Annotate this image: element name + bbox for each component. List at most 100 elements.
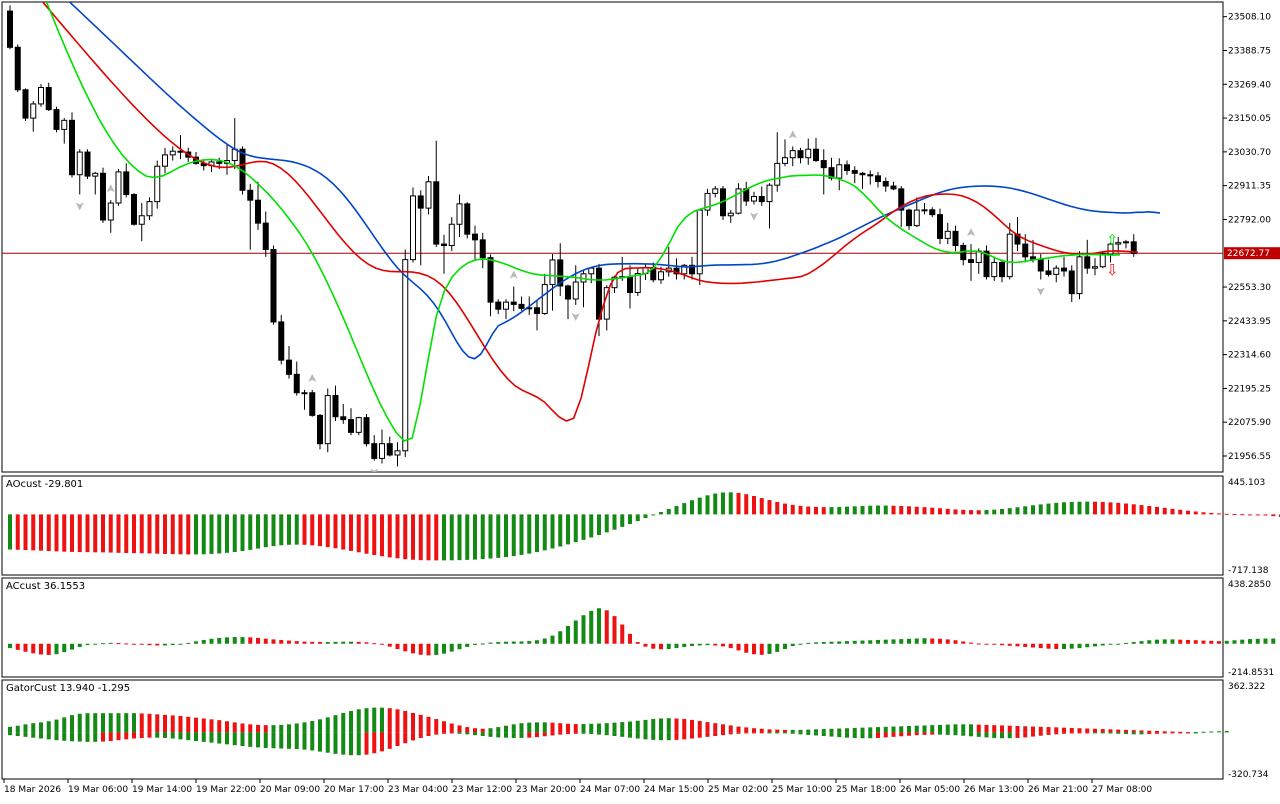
time-label: 19 Mar 22:00	[196, 785, 256, 795]
ao-up-bar	[225, 514, 229, 553]
ac-up-bar	[775, 643, 780, 652]
ao-up-bar	[1000, 508, 1004, 515]
ao-up-bar	[209, 514, 214, 554]
gator-upper-up-bar	[589, 723, 594, 733]
gator-lower-down-bar	[1054, 732, 1059, 735]
gator-upper-up-bar	[837, 728, 842, 733]
ac-up-bar	[550, 635, 555, 644]
bear-candle	[270, 248, 277, 323]
gator-lower-up-bar	[85, 732, 90, 742]
bear-candle	[999, 261, 1005, 278]
bull-candle	[355, 417, 362, 433]
ac-down-bar	[953, 640, 958, 644]
gator-lower-up-bar	[341, 732, 346, 755]
ac-up-bar	[1147, 640, 1152, 644]
gator-panel[interactable]	[8, 707, 1229, 756]
bull-candle	[1092, 266, 1098, 269]
gator-upper-up-bar	[108, 713, 113, 733]
gator-upper-down-bar	[411, 712, 415, 733]
gator-upper-up-bar	[891, 726, 896, 733]
gator-upper-up-bar	[287, 724, 291, 733]
ao-up-bar	[635, 514, 640, 522]
gator-lower-down-bar	[728, 732, 733, 735]
ao-down-bar	[403, 514, 408, 560]
gator-upper-up-bar	[643, 719, 648, 733]
gator-upper-up-bar	[604, 723, 609, 733]
ao-down-bar	[395, 514, 400, 559]
gator-lower-up-bar	[287, 732, 291, 749]
time-label: 25 Mar 10:00	[772, 785, 832, 795]
ao-down-bar	[418, 514, 423, 561]
ao-down-bar	[814, 506, 818, 515]
ao-down-bar	[976, 510, 981, 515]
ao-down-bar	[783, 503, 787, 515]
gator-upper-down-bar	[1100, 729, 1105, 733]
ao-down-bar	[1178, 509, 1183, 515]
ac-up-bar	[488, 642, 493, 644]
panel-frames	[1, 1, 1224, 780]
gator-lower-up-bar	[217, 732, 222, 744]
gator-lower-up-bar	[643, 732, 648, 740]
gator-upper-up-bar	[883, 726, 888, 733]
gator-upper-up-bar	[333, 715, 338, 733]
gator-lower-down-bar	[566, 732, 570, 735]
gator-lower-down-bar	[713, 732, 718, 737]
gator-upper-up-bar	[930, 725, 935, 733]
ao-down-bar	[178, 514, 183, 555]
bear-candle	[875, 175, 881, 183]
price-label: 22911.35	[1228, 182, 1271, 192]
ac-down-bar	[635, 642, 640, 644]
ao-up-bar	[248, 514, 253, 550]
ao-down-bar	[938, 508, 942, 515]
gator-upper-up-bar	[628, 721, 632, 733]
ac-up-bar	[883, 639, 888, 644]
gator-lower-up-bar	[496, 732, 501, 738]
price-panel[interactable]: 23508.10 23388.75 23269.40 23150.05 23030.70…	[2, 0, 1280, 477]
ao-down-bar	[411, 514, 415, 560]
bear-candle	[1045, 270, 1052, 275]
bear-candle	[828, 167, 835, 179]
price-label: 23388.75	[1228, 46, 1271, 56]
ao-down-bar	[46, 514, 51, 552]
gator-upper-down-bar	[465, 727, 470, 733]
gator-lower-down-bar	[914, 732, 919, 736]
bear-candle	[952, 230, 959, 246]
gator-lower-up-bar	[1108, 732, 1113, 734]
ao-down-bar	[1201, 512, 1206, 515]
price-plot-area	[2, 2, 1223, 472]
ao-up-bar	[294, 514, 299, 545]
ac-up-bar	[814, 642, 818, 644]
ao-up-bar	[682, 503, 687, 515]
gator-upper-up-bar	[659, 718, 663, 733]
ac-down-bar	[155, 643, 160, 646]
ao-up-bar	[542, 514, 547, 551]
ac-down-bar	[318, 642, 322, 644]
gator-upper-down-bar	[186, 716, 191, 733]
gator-upper-down-bar	[147, 713, 152, 733]
gator-lower-up-bar	[279, 732, 284, 749]
ac-up-bar	[1224, 640, 1229, 644]
bear-candle	[813, 148, 819, 162]
ac-down-bar	[256, 637, 260, 644]
ao-panel[interactable]	[8, 492, 1280, 561]
gator-upper-up-bar	[124, 713, 129, 733]
ao-up-bar	[643, 514, 648, 519]
gator-upper-down-bar	[984, 724, 989, 733]
bear-candle	[100, 172, 106, 221]
gator-upper-up-bar	[1201, 731, 1206, 733]
gator-lower-up-bar	[1116, 732, 1121, 734]
ac-up-bar	[1108, 643, 1113, 645]
gator-lower-down-bar	[1077, 732, 1082, 734]
gator-lower-up-bar	[798, 732, 803, 735]
ao-up-bar	[674, 506, 679, 515]
bear-candle	[363, 417, 370, 445]
ac-down-bar	[1193, 640, 1198, 644]
ac-panel[interactable]	[8, 608, 1276, 656]
bull-candle	[944, 230, 951, 239]
gator-lower-up-bar	[302, 732, 307, 750]
ac-up-bar	[1139, 641, 1144, 644]
bear-candle	[983, 250, 990, 278]
fractal-up-arrow	[308, 373, 317, 382]
bear-candle	[386, 443, 393, 456]
